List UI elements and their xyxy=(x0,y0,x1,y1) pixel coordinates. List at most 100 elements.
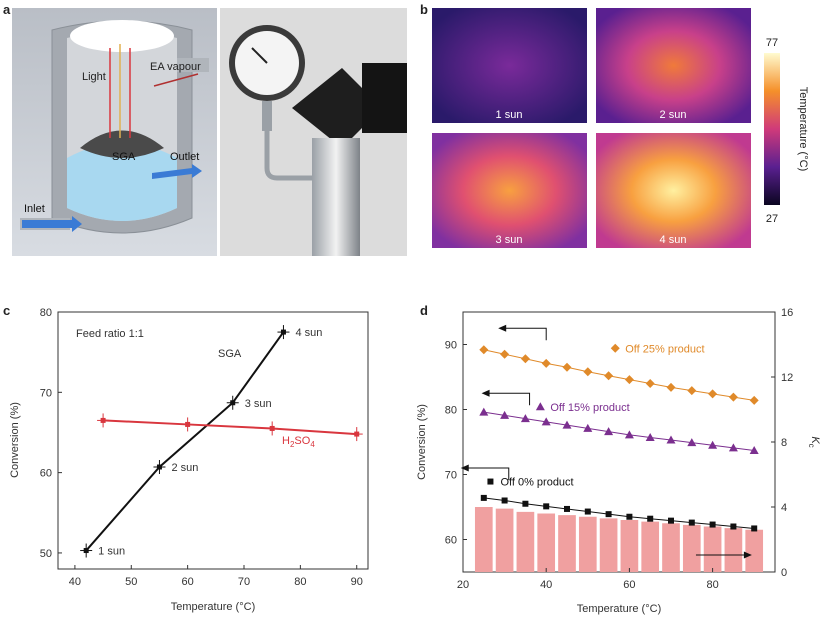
colorbar xyxy=(764,53,780,205)
thermal-label-1: 1 sun xyxy=(496,109,523,121)
data-point xyxy=(230,400,236,406)
panel-b: 1 sun 2 sun 3 sun 4 sun 77 27 Temperatur… xyxy=(432,8,809,248)
kc-bar xyxy=(537,513,556,572)
axis-arrow-line xyxy=(502,327,547,341)
data-point xyxy=(583,423,593,432)
data-point xyxy=(479,407,489,416)
series-line-sga xyxy=(85,331,285,552)
kc-bar xyxy=(682,524,701,572)
panel-a: Light EA vapour SGA Outlet Inlet xyxy=(12,8,407,256)
axis-arrow-head xyxy=(498,324,507,332)
data-point xyxy=(728,443,738,452)
kc-bar xyxy=(474,507,493,572)
light-source xyxy=(362,63,407,133)
kc-bar xyxy=(641,521,660,572)
data-point xyxy=(584,508,591,515)
kc-bar xyxy=(662,523,680,572)
data-point xyxy=(647,515,654,522)
thermal-label-3: 3 sun xyxy=(496,234,523,246)
data-point xyxy=(500,349,510,359)
kc-bar xyxy=(703,526,722,572)
data-point xyxy=(668,517,674,524)
data-point xyxy=(541,417,551,426)
x-axis-label: Temperature (°C) xyxy=(577,603,661,615)
y-tick-label: 80 xyxy=(445,405,457,417)
point-label: 2 sun xyxy=(171,462,198,474)
colorbar-min: 27 xyxy=(766,213,778,225)
vapour-tube xyxy=(177,58,209,72)
x-tick-label: 80 xyxy=(294,576,306,588)
data-point xyxy=(564,505,570,512)
data-point xyxy=(688,519,695,526)
thermal-label-2: 2 sun xyxy=(660,109,687,121)
y2-tick-label: 0 xyxy=(781,567,787,579)
y-tick-label: 60 xyxy=(445,535,457,547)
data-point xyxy=(501,497,508,504)
ea-vapour-label: EA vapour xyxy=(150,61,201,73)
reactor-window xyxy=(70,20,174,52)
data-point xyxy=(687,438,697,447)
kc-bar xyxy=(620,520,639,572)
data-point xyxy=(626,513,633,520)
data-point xyxy=(522,500,529,507)
kc-bar xyxy=(724,528,743,572)
data-point xyxy=(479,345,489,355)
data-point xyxy=(83,548,89,554)
reactor-cylinder xyxy=(312,138,360,256)
data-point xyxy=(687,386,697,396)
data-point xyxy=(280,329,286,335)
data-point xyxy=(583,367,593,377)
panel-label-d: d xyxy=(420,303,428,318)
y2-tick-label: 16 xyxy=(781,307,793,319)
x-tick-label: 80 xyxy=(706,579,718,591)
colorbar-label: Temperature (°C) xyxy=(797,87,809,171)
series-label: Off 15% product xyxy=(550,402,629,414)
axis-arrow-head xyxy=(460,464,469,472)
data-point xyxy=(728,392,738,402)
x-tick-label: 60 xyxy=(623,579,635,591)
y-tick-label: 60 xyxy=(40,468,52,480)
x-tick-label: 40 xyxy=(540,579,552,591)
y2-tick-label: 4 xyxy=(781,502,787,514)
x-tick-label: 20 xyxy=(457,579,469,591)
legend-marker xyxy=(487,478,494,485)
data-point xyxy=(605,511,612,518)
axis-arrow-line xyxy=(485,392,531,406)
series-label-sga: SGA xyxy=(218,348,242,360)
data-point xyxy=(520,414,530,423)
data-point xyxy=(480,494,487,501)
axis-arrow-line xyxy=(464,467,510,480)
data-point xyxy=(666,382,676,392)
kc-bar xyxy=(578,516,597,572)
data-point xyxy=(500,410,510,419)
sga-label: SGA xyxy=(112,151,136,163)
data-point xyxy=(354,431,360,437)
data-point xyxy=(100,417,106,423)
heat-sink xyxy=(292,68,382,148)
data-point xyxy=(543,503,550,510)
kc-bar xyxy=(516,511,535,572)
data-point xyxy=(520,354,530,364)
data-point xyxy=(185,421,191,427)
thermal-image-4 xyxy=(596,133,751,248)
point-label: 4 sun xyxy=(295,327,322,339)
data-point xyxy=(604,371,614,381)
x-axis-label: Temperature (°C) xyxy=(171,601,255,613)
light-label: Light xyxy=(82,71,106,83)
gauge-stem xyxy=(262,101,272,131)
data-point xyxy=(751,525,758,532)
y-tick-label: 70 xyxy=(445,470,457,482)
panel-label-b: b xyxy=(420,2,428,17)
data-point xyxy=(708,440,718,449)
data-point xyxy=(624,375,634,385)
panel-label-a: a xyxy=(3,2,11,17)
data-point xyxy=(562,362,572,372)
data-point xyxy=(749,445,759,454)
x-tick-label: 90 xyxy=(351,576,363,588)
panel-label-c: c xyxy=(3,303,11,318)
legend-marker xyxy=(610,343,620,353)
annotation-feed-ratio: Feed ratio 1:1 xyxy=(76,328,144,340)
inlet-arrow xyxy=(22,216,82,232)
pipe xyxy=(264,131,312,181)
data-point xyxy=(269,425,275,431)
